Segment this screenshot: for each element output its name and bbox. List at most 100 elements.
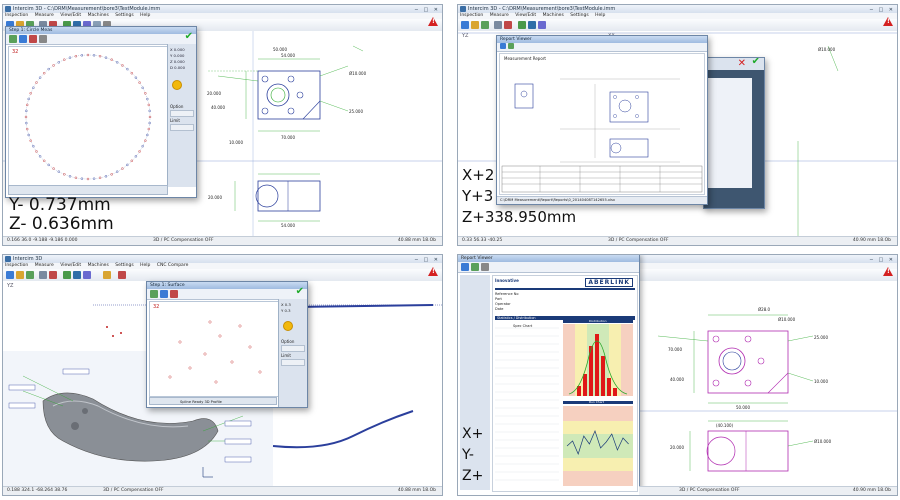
readout-x: X+: [462, 426, 484, 442]
play-icon[interactable]: [63, 271, 71, 279]
probe-point: [27, 97, 30, 101]
mode-icon[interactable]: [118, 271, 126, 279]
play-icon[interactable]: [63, 21, 71, 29]
menu-cnc-compare[interactable]: CNC Compare: [156, 263, 189, 268]
probe-point: [68, 175, 72, 178]
save-icon[interactable]: [481, 21, 489, 29]
print-icon[interactable]: [39, 21, 47, 29]
print-icon[interactable]: [461, 263, 469, 271]
stop-icon[interactable]: [528, 21, 536, 29]
settings-icon[interactable]: [103, 21, 111, 29]
export-icon[interactable]: [471, 263, 479, 271]
limit-select[interactable]: [281, 359, 305, 366]
menu-settings[interactable]: Settings: [115, 13, 134, 18]
menu-inspection[interactable]: Inspection: [5, 13, 29, 18]
accept-check-icon[interactable]: ✔: [184, 31, 193, 42]
readout-z: Z- 0.636mm: [9, 214, 114, 234]
refresh-icon[interactable]: [9, 35, 17, 43]
svg-text:50.000: 50.000: [736, 405, 750, 410]
new-icon[interactable]: [6, 21, 14, 29]
menu-help[interactable]: Help: [595, 13, 606, 18]
menu-view-edit[interactable]: View/Edit: [515, 13, 537, 18]
menu-settings[interactable]: Settings: [115, 263, 134, 268]
remove-point-icon[interactable]: [170, 290, 178, 298]
dialog-side-panel: X 0.000 Y 0.000 Z 0.000 D 0.000 Option L…: [167, 44, 196, 187]
warning-icon[interactable]: [883, 17, 893, 26]
window-controls[interactable]: ─ □ ✕: [414, 257, 440, 263]
print-icon[interactable]: [39, 271, 47, 279]
menu-measure[interactable]: Measure: [34, 263, 54, 268]
accept-check-icon[interactable]: ✔: [751, 57, 760, 67]
option-select[interactable]: [281, 345, 305, 352]
probe-point: [47, 67, 50, 71]
window-controls[interactable]: ─ □ ✕: [414, 7, 440, 13]
side-label: Option: [170, 104, 184, 109]
dialog-title: Step 1: Surface: [147, 282, 307, 289]
point-icon[interactable]: [19, 35, 27, 43]
print-icon[interactable]: [500, 43, 506, 49]
print-icon[interactable]: [494, 21, 502, 29]
axis-label: YZ: [462, 33, 469, 39]
stop-icon[interactable]: [73, 271, 81, 279]
menu-settings[interactable]: Settings: [570, 13, 589, 18]
warning-icon[interactable]: [883, 267, 893, 276]
window-titlebar: Intercim 3D - C:\DRM\Measurement\bore3\T…: [3, 5, 442, 13]
accept-check-icon[interactable]: ✔: [295, 286, 304, 297]
report-page-thumbnails[interactable]: [460, 275, 490, 490]
save-icon[interactable]: [26, 21, 34, 29]
new-icon[interactable]: [6, 271, 14, 279]
options-icon[interactable]: [39, 35, 47, 43]
probe-point: [147, 127, 151, 131]
menu-help[interactable]: Help: [140, 13, 151, 18]
grid-icon[interactable]: [93, 21, 101, 29]
menu-measure[interactable]: Measure: [489, 13, 509, 18]
menu-machines[interactable]: Machines: [87, 13, 109, 18]
menu-measure[interactable]: Measure: [34, 13, 54, 18]
open-icon[interactable]: [16, 21, 24, 29]
window-controls[interactable]: ─ □ ✕: [869, 257, 895, 263]
menu-machines[interactable]: Machines: [542, 13, 564, 18]
window-controls[interactable]: ─ □ ✕: [869, 7, 895, 13]
export-icon[interactable]: [508, 43, 514, 49]
dialog-scrollbar[interactable]: [8, 185, 168, 195]
zoom-icon[interactable]: [481, 263, 489, 271]
menu-machines[interactable]: Machines: [87, 263, 109, 268]
refresh-icon[interactable]: [150, 290, 158, 298]
probe-point: [43, 72, 46, 75]
menu-inspection[interactable]: Inspection: [460, 13, 484, 18]
warning-icon[interactable]: [428, 267, 438, 276]
probe-point: [80, 177, 84, 180]
zoom-icon[interactable]: [83, 21, 91, 29]
menu-help[interactable]: Help: [140, 263, 151, 268]
probe-point: [74, 54, 78, 58]
point-icon[interactable]: [160, 290, 168, 298]
delete-icon[interactable]: [504, 21, 512, 29]
zoom-icon[interactable]: [83, 271, 91, 279]
option-select[interactable]: [170, 110, 194, 117]
new-icon[interactable]: [461, 21, 469, 29]
delete-icon[interactable]: [49, 21, 57, 29]
open-icon[interactable]: [471, 21, 479, 29]
cad-drawing: Ø28.0 Ø10.000 70.000 40.000 25.000 10.00…: [638, 307, 897, 472]
play-icon[interactable]: [518, 21, 526, 29]
warning-icon[interactable]: [428, 17, 438, 26]
remove-point-icon[interactable]: [29, 35, 37, 43]
cancel-x-icon[interactable]: ✕: [737, 58, 746, 69]
report-viewer-window: Report Viewer Measurement Report: [496, 35, 708, 205]
run-zone: [563, 434, 633, 458]
menu-view-edit[interactable]: View/Edit: [60, 13, 82, 18]
probe-point: [148, 109, 151, 113]
svg-text:20.000: 20.000: [670, 445, 684, 450]
menu-inspection[interactable]: Inspection: [5, 263, 29, 268]
side-value: D 0.000: [170, 65, 186, 70]
limit-select[interactable]: [170, 124, 194, 131]
report-toolbar: [458, 262, 639, 273]
layer-icon[interactable]: [103, 271, 111, 279]
status-bar: 3D / PC Compensation OFF 40.90 mm 18.Ob: [639, 486, 897, 495]
stop-icon[interactable]: [73, 21, 81, 29]
menu-view-edit[interactable]: View/Edit: [60, 263, 82, 268]
open-icon[interactable]: [16, 271, 24, 279]
zoom-icon[interactable]: [538, 21, 546, 29]
save-icon[interactable]: [26, 271, 34, 279]
delete-icon[interactable]: [49, 271, 57, 279]
